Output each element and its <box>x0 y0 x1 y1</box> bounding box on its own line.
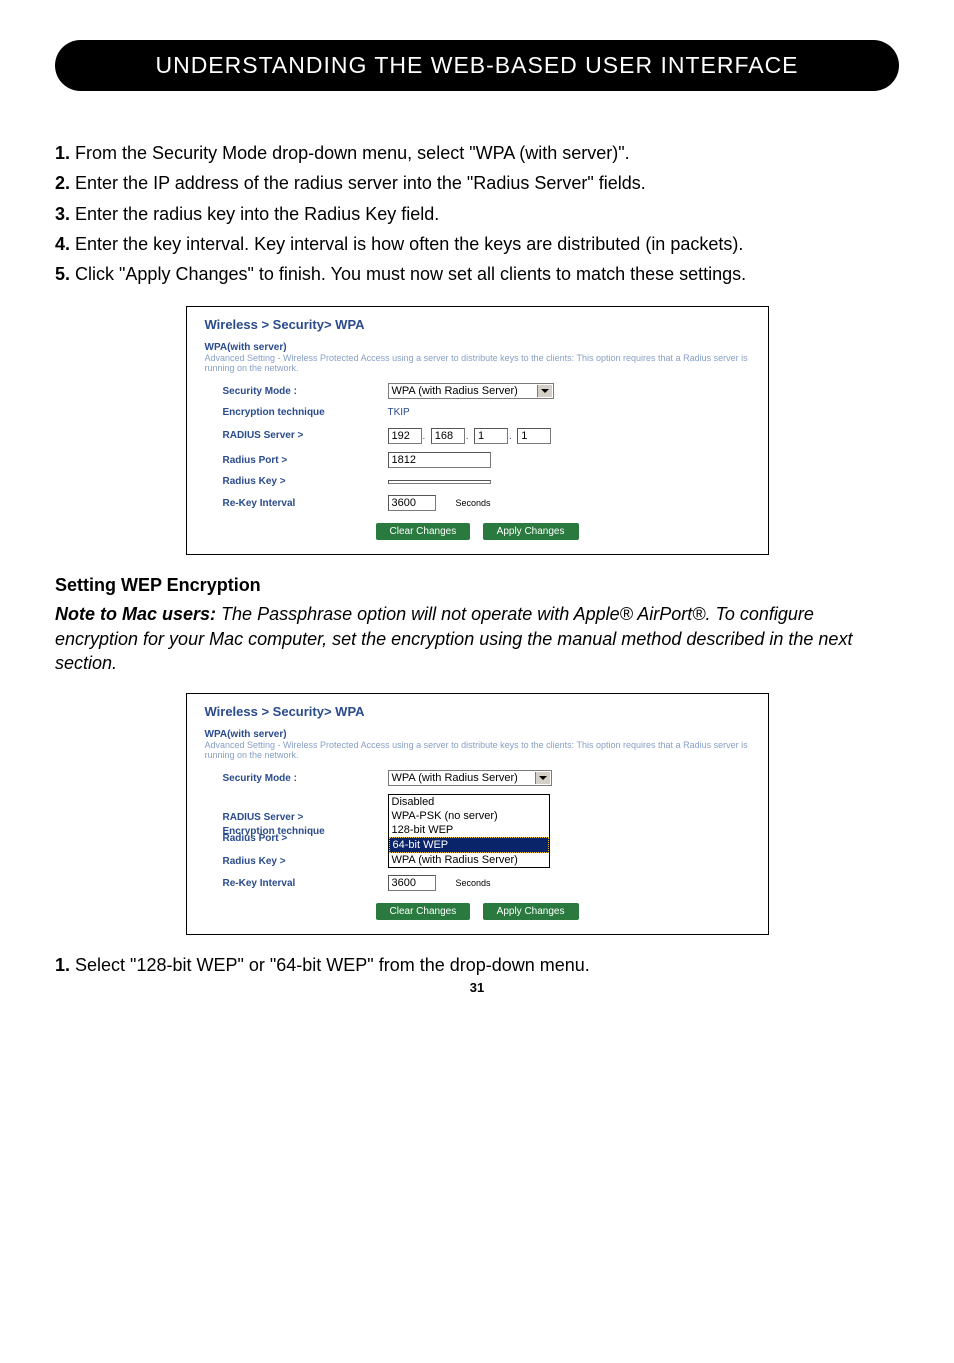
apply-changes-button[interactable]: Apply Changes <box>483 903 579 920</box>
steps-list-top: 1. From the Security Mode drop-down menu… <box>55 141 899 286</box>
panel-subtitle: WPA(with server) <box>205 342 750 353</box>
ip-octet-4[interactable]: 1 <box>517 428 551 444</box>
step-text: Enter the radius key into the Radius Key… <box>75 204 439 224</box>
step-text: Enter the key interval. Key interval is … <box>75 234 743 254</box>
page-number: 31 <box>55 980 899 995</box>
step-text: From the Security Mode drop-down menu, s… <box>75 143 630 163</box>
seconds-label: Seconds <box>456 498 491 508</box>
step-text: Click "Apply Changes" to finish. You mus… <box>75 264 746 284</box>
dropdown-value: WPA (with Radius Server) <box>392 385 518 397</box>
step-text: Enter the IP address of the radius serve… <box>75 173 646 193</box>
apply-changes-button[interactable]: Apply Changes <box>483 523 579 540</box>
panel-desc: Advanced Setting - Wireless Protected Ac… <box>205 740 750 760</box>
radius-port-label: Radius Port > <box>205 455 388 466</box>
dropdown-option[interactable]: WPA (with Radius Server) <box>389 853 549 867</box>
ip-octet-1[interactable]: 192 <box>388 428 422 444</box>
security-mode-label: Security Mode : <box>205 386 388 397</box>
step-3: 3. Enter the radius key into the Radius … <box>55 202 899 226</box>
rekey-interval-label: Re-Key Interval <box>205 878 388 889</box>
dropdown-option[interactable]: 64-bit WEP <box>389 837 549 853</box>
rekey-interval-input[interactable]: 3600 <box>388 875 436 891</box>
encryption-value: TKIP <box>388 407 410 418</box>
section-heading-wep: Setting WEP Encryption <box>55 575 899 596</box>
security-mode-options: DisabledWPA-PSK (no server)128-bit WEP64… <box>388 794 550 868</box>
note-label: Note to Mac users: <box>55 604 216 624</box>
page-header: UNDERSTANDING THE WEB-BASED USER INTERFA… <box>55 40 899 91</box>
clear-changes-button[interactable]: Clear Changes <box>376 903 471 920</box>
ip-octet-3[interactable]: 1 <box>474 428 508 444</box>
security-mode-dropdown[interactable]: WPA (with Radius Server) <box>388 383 554 399</box>
radius-key-label: Radius Key > <box>205 856 388 867</box>
security-mode-dropdown-open[interactable]: WPA (with Radius Server) <box>388 770 552 786</box>
step-1: 1. From the Security Mode drop-down menu… <box>55 141 899 165</box>
panel-subtitle: WPA(with server) <box>205 729 750 740</box>
panel-desc: Advanced Setting - Wireless Protected Ac… <box>205 353 750 373</box>
rekey-interval-label: Re-Key Interval <box>205 498 388 509</box>
step-4: 4. Enter the key interval. Key interval … <box>55 232 899 256</box>
mac-note: Note to Mac users: The Passphrase option… <box>55 602 899 675</box>
radius-server-label: RADIUS Server > <box>205 812 388 823</box>
rekey-interval-input[interactable]: 3600 <box>388 495 436 511</box>
seconds-label: Seconds <box>456 878 491 888</box>
final-step: 1. Select "128-bit WEP" or "64-bit WEP" … <box>55 955 899 976</box>
radius-key-label: Radius Key > <box>205 476 388 487</box>
radius-port-label: Radius Port > <box>205 833 388 844</box>
radius-port-input[interactable]: 1812 <box>388 452 491 468</box>
chevron-down-icon <box>541 389 549 393</box>
dropdown-option[interactable]: WPA-PSK (no server) <box>389 809 549 823</box>
dropdown-option[interactable]: 128-bit WEP <box>389 823 549 837</box>
dropdown-option[interactable]: Disabled <box>389 795 549 809</box>
panel-title: Wireless > Security> WPA <box>205 704 750 719</box>
wpa-panel-2: Wireless > Security> WPA WPA(with server… <box>186 693 769 935</box>
dropdown-value: WPA (with Radius Server) <box>392 772 518 784</box>
step-2: 2. Enter the IP address of the radius se… <box>55 171 899 195</box>
step-5: 5. Click "Apply Changes" to finish. You … <box>55 262 899 286</box>
panel-title: Wireless > Security> WPA <box>205 317 750 332</box>
clear-changes-button[interactable]: Clear Changes <box>376 523 471 540</box>
radius-server-label: RADIUS Server > <box>205 430 388 441</box>
chevron-down-icon <box>539 776 547 780</box>
radius-key-input[interactable] <box>388 480 491 484</box>
ip-octet-2[interactable]: 168 <box>431 428 465 444</box>
wpa-panel-1: Wireless > Security> WPA WPA(with server… <box>186 306 769 555</box>
security-mode-label: Security Mode : <box>205 773 388 784</box>
final-step-text: Select "128-bit WEP" or "64-bit WEP" fro… <box>75 955 590 975</box>
radius-server-ip: 192. 168. 1. 1 <box>388 426 552 444</box>
encryption-label: Encryption technique <box>205 407 388 418</box>
